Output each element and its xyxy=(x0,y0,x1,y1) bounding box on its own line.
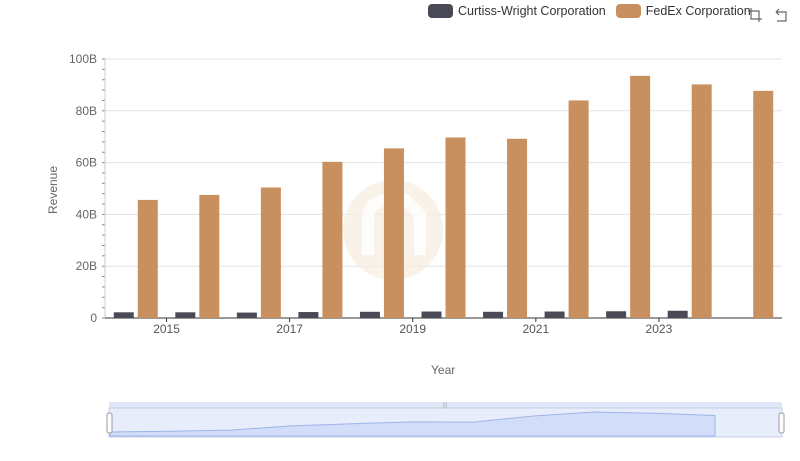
bar-curtiss-wright-2020[interactable] xyxy=(483,311,504,318)
bar-fedex-2015[interactable] xyxy=(199,194,220,318)
y-tick-label: 0 xyxy=(90,311,97,325)
bar-curtiss-wright-2018[interactable] xyxy=(359,311,380,318)
bar-fedex-2019[interactable] xyxy=(445,137,466,318)
bar-curtiss-wright-2019[interactable] xyxy=(421,311,442,318)
x-tick-label: 2017 xyxy=(276,322,303,336)
bar-curtiss-wright-2023[interactable] xyxy=(667,310,688,318)
legend: Curtiss-Wright Corporation FedEx Corpora… xyxy=(428,4,761,18)
zoom-handle-label[interactable]: ||| xyxy=(443,403,448,409)
bar-curtiss-wright-2014[interactable] xyxy=(113,312,134,318)
legend-label: FedEx Corporation xyxy=(645,4,751,18)
y-tick-label: 20B xyxy=(76,259,97,273)
bar-fedex-2017[interactable] xyxy=(322,161,343,318)
bar-fedex-2021[interactable] xyxy=(568,100,589,318)
bar-fedex-2014[interactable] xyxy=(137,199,158,318)
legend-label: Curtiss-Wright Corporation xyxy=(458,4,606,18)
y-axis: 0 20B 40B 60B 80B 100B xyxy=(69,52,106,325)
y-tick-label: 100B xyxy=(69,52,97,66)
bar-fedex-2016[interactable] xyxy=(260,187,281,318)
y-axis-title: Revenue xyxy=(46,165,60,214)
bar-fedex-2023[interactable] xyxy=(691,84,712,318)
bar-curtiss-wright-2021[interactable] xyxy=(544,311,565,318)
legend-swatch xyxy=(615,4,641,18)
bar-curtiss-wright-2015[interactable] xyxy=(175,312,196,318)
y-tick-label: 60B xyxy=(76,156,97,170)
legend-item-fedex[interactable]: FedEx Corporation xyxy=(615,4,751,18)
x-tick-label: 2019 xyxy=(399,322,426,336)
x-tick-label: 2015 xyxy=(153,322,180,336)
bar-curtiss-wright-2022[interactable] xyxy=(606,311,627,318)
legend-swatch xyxy=(428,4,453,18)
zoom-slider-preview-area xyxy=(109,411,716,437)
x-tick-label: 2021 xyxy=(522,322,549,336)
crop-icon[interactable] xyxy=(747,7,763,23)
restore-icon[interactable] xyxy=(773,7,789,23)
bar-fedex-2018[interactable] xyxy=(383,148,404,318)
bar-curtiss-wright-2017[interactable] xyxy=(298,312,319,318)
x-axis-title: Year xyxy=(431,363,456,377)
zoom-handle-right[interactable] xyxy=(778,412,785,434)
bar-curtiss-wright-2016[interactable] xyxy=(236,312,257,318)
zoom-slider[interactable]: ||| xyxy=(106,402,785,438)
bar-fedex-2022[interactable] xyxy=(630,75,651,319)
legend-item-curtiss-wright[interactable]: Curtiss-Wright Corporation xyxy=(428,4,606,18)
zoom-handle-left[interactable] xyxy=(106,412,113,434)
bars-group xyxy=(113,75,774,319)
x-tick-label: 2023 xyxy=(646,322,673,336)
y-tick-label: 80B xyxy=(76,104,97,118)
y-tick-label: 40B xyxy=(76,207,97,221)
bar-fedex-2020[interactable] xyxy=(507,138,528,318)
x-axis: 2015 2017 2019 2021 2023 xyxy=(105,317,782,336)
bar-fedex-2024[interactable] xyxy=(753,90,774,319)
zoom-slider-top-bar[interactable] xyxy=(109,402,782,408)
